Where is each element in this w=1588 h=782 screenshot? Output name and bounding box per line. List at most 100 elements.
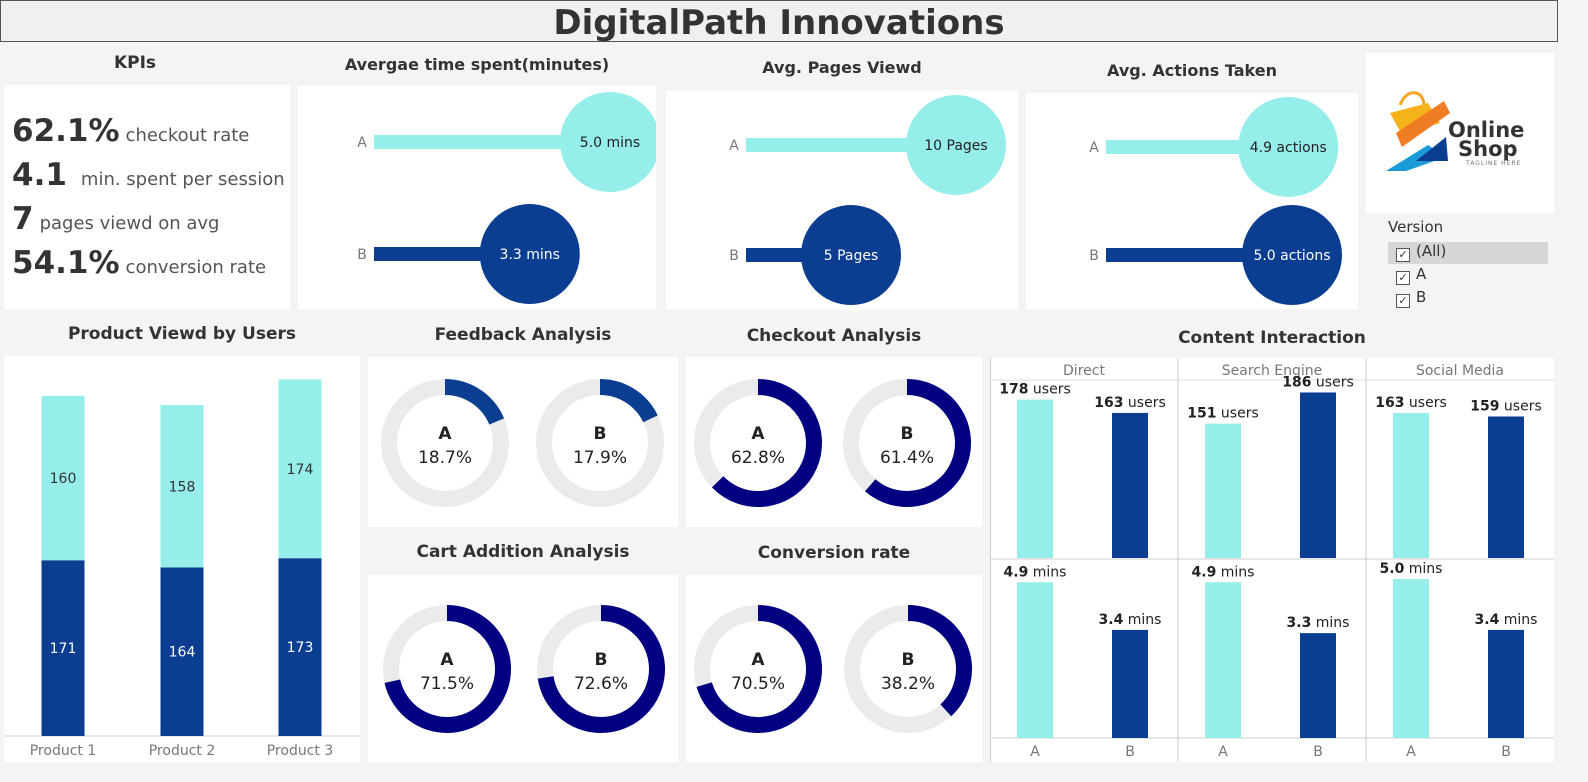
donut-arc-b <box>864 379 971 507</box>
version-option-label: B <box>1416 288 1427 306</box>
lollipop-head-a <box>906 95 1006 195</box>
donut-version-label: A <box>438 424 452 444</box>
version-option-label: A <box>1416 265 1427 283</box>
version-option-b[interactable]: ✓ B <box>1388 288 1548 310</box>
bar-value-label: 158 <box>169 479 196 495</box>
lollipop-category-label: A <box>1089 140 1099 156</box>
bar-value-label: 171 <box>50 641 77 657</box>
lollipop-category-label: A <box>729 138 739 154</box>
conversion-donuts: A 70.5% B 38.2% <box>694 605 972 733</box>
kpi-value: 4.1 <box>12 157 67 193</box>
bar-b <box>1300 392 1336 558</box>
donut-arc-b <box>907 605 972 717</box>
bar-b <box>1112 412 1148 558</box>
donut-version-label: B <box>901 424 914 444</box>
bar-value-label: 159 users <box>1470 398 1542 414</box>
avg-pages-panel: A 10 Pages B 5 Pages <box>666 90 1018 310</box>
bar-a <box>1017 399 1053 558</box>
column-header: Search Engine <box>1222 363 1323 379</box>
checkbox-checked-icon[interactable]: ✓ <box>1396 294 1410 308</box>
kpi-conversion-rate: 54.1% conversion rate <box>12 245 266 281</box>
version-option-label: (All) <box>1416 242 1447 260</box>
donut-arc-a <box>384 605 511 733</box>
checkbox-checked-icon[interactable]: ✓ <box>1396 271 1410 285</box>
kpi-panel: 62.1% checkout rate 4.1 min. spent per ses… <box>4 85 290 310</box>
lollipop-value-label: 4.9 actions <box>1250 140 1327 156</box>
cart-addition-donuts: A 71.5% B 72.6% <box>383 605 665 733</box>
version-filter-title: Version <box>1388 218 1444 236</box>
bar-a <box>1017 582 1053 738</box>
x-tick-label: B <box>1125 744 1135 760</box>
donut-value-label: 71.5% <box>420 674 474 694</box>
version-option-a[interactable]: ✓ A <box>1388 265 1548 287</box>
dashboard-title-bar: DigitalPath Innovations <box>0 0 1558 43</box>
bar-value-label: 4.9 mins <box>1004 564 1067 580</box>
checkout-panel: A 62.8% B 61.4% <box>686 357 982 527</box>
logo-tagline: TAGLINE HERE <box>1465 160 1521 167</box>
bar-value-label: 163 users <box>1094 395 1166 411</box>
donut-arc-a <box>696 605 822 733</box>
donut-version-label: A <box>751 424 765 444</box>
donut-version-label: A <box>751 650 765 670</box>
x-tick-label: Product 3 <box>267 743 334 759</box>
lollipop-value-label: 3.3 mins <box>500 247 560 263</box>
x-tick-label: B <box>1501 744 1511 760</box>
kpi-label: checkout rate <box>125 125 250 146</box>
donut-value-label: 61.4% <box>880 448 934 468</box>
stacked-bar-b <box>278 558 322 736</box>
donut-value-label: 62.8% <box>731 448 785 468</box>
conversion-title: Conversion rate <box>757 543 911 563</box>
lollipop-head-b <box>1242 205 1342 305</box>
cart-addition-title: Cart Addition Analysis <box>416 542 630 562</box>
bar-value-label: 4.9 mins <box>1192 564 1255 580</box>
lollipop-head-a <box>1238 97 1339 197</box>
bar-b <box>1488 629 1524 738</box>
donut-value-label: 18.7% <box>418 448 472 468</box>
avg-actions-chart: A 4.9 actions B 5.0 actions <box>1089 97 1342 305</box>
lollipop-category-label: A <box>357 135 367 151</box>
bar-b <box>1488 416 1524 558</box>
lollipop-category-label: B <box>357 247 367 263</box>
kpi-value: 54.1% <box>12 245 120 281</box>
stacked-bar-a <box>41 395 85 561</box>
kpi-time-per-session: 4.1 min. spent per session <box>12 157 285 193</box>
kpi-label: conversion rate <box>125 257 267 278</box>
version-option-all[interactable]: ✓ (All) <box>1388 242 1548 264</box>
content-interaction-chart: Direct 178 users 163 users 4.9 mins 3.4 mins… <box>990 358 1554 762</box>
donut-arc-b <box>537 605 665 733</box>
bar-value-label: 3.4 mins <box>1475 612 1538 628</box>
bar-value-label: 3.3 mins <box>1287 615 1350 631</box>
stacked-bar-b <box>41 560 85 736</box>
kpis-title: KPIs <box>113 53 157 73</box>
bar-value-label: 164 <box>169 645 196 661</box>
checkout-donuts: A 62.8% B 61.4% <box>694 379 971 507</box>
bar-value-label: 163 users <box>1375 395 1447 411</box>
bar-a <box>1205 423 1241 558</box>
column-header: Direct <box>1063 363 1105 379</box>
bar-a <box>1393 412 1429 558</box>
avg-pages-title: Avg. Pages Viewd <box>762 58 922 77</box>
logo-text-line1: Online <box>1448 118 1524 142</box>
lollipop-value-label: 5.0 mins <box>580 135 640 151</box>
donut-version-label: A <box>440 650 454 670</box>
bar-value-label: 3.4 mins <box>1099 612 1162 628</box>
donut-arc-a <box>444 379 505 425</box>
feedback-title: Feedback Analysis <box>434 325 612 345</box>
lollipop-value-label: 5.0 actions <box>1253 248 1330 264</box>
donut-arc-b <box>599 379 658 423</box>
content-interaction-title: Content Interaction <box>1178 328 1366 348</box>
version-filter: Version ✓ (All) ✓ A ✓ B <box>1388 218 1550 313</box>
checkbox-checked-icon[interactable]: ✓ <box>1396 248 1410 262</box>
product-viewed-title: Product Viewd by Users <box>67 324 297 344</box>
logo-text-line2: Shop <box>1458 137 1518 161</box>
x-tick-label: A <box>1030 744 1040 760</box>
cart-addition-panel: A 71.5% B 72.6% <box>368 575 678 762</box>
donut-version-label: B <box>594 424 607 444</box>
product-viewed-chart: 171 160 Product 1 164 158 Product 2 173 174 Prod… <box>4 379 360 759</box>
bar-value-label: 178 users <box>999 382 1071 398</box>
lollipop-category-label: B <box>1089 248 1099 264</box>
donut-arc-a <box>711 379 822 507</box>
x-tick-label: Product 1 <box>30 743 97 759</box>
bar-value-label: 186 users <box>1282 374 1354 390</box>
lollipop-value-label: 10 Pages <box>924 138 987 154</box>
